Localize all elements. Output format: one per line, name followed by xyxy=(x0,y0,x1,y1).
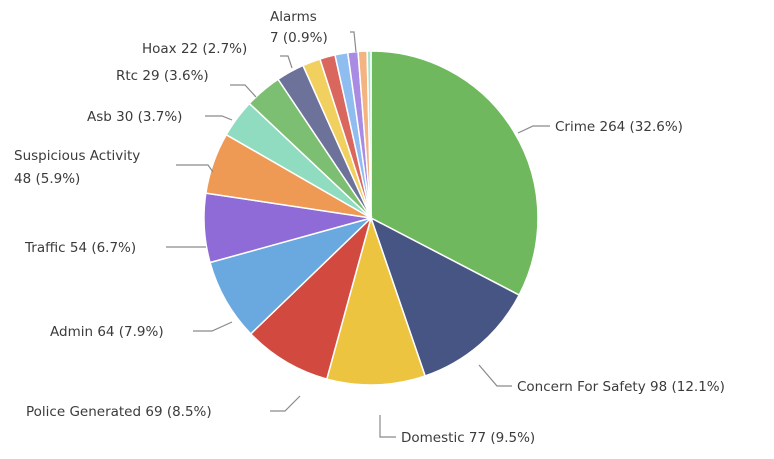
slice-label-alarms-line-1: Alarms xyxy=(270,9,317,25)
slice-label-concern-for-safety: Concern For Safety 98 (12.1%) xyxy=(517,379,725,395)
leader-line-alarms xyxy=(350,31,357,53)
leader-line-admin xyxy=(193,321,233,332)
slice-label-hoax: Hoax 22 (2.7%) xyxy=(142,41,247,57)
leader-line-domestic xyxy=(379,415,396,438)
leader-line-suspicious-activity xyxy=(176,164,214,173)
slice-label-crime: Crime 264 (32.6%) xyxy=(555,119,683,135)
pie-slice-crime[interactable] xyxy=(370,50,539,297)
slice-label-admin: Admin 64 (7.9%) xyxy=(50,324,164,340)
pie-slice-concern-for-safety[interactable] xyxy=(369,216,521,377)
pie-slice-domestic[interactable] xyxy=(325,215,427,386)
leader-line-hoax xyxy=(280,55,293,69)
slice-label-asb: Asb 30 (3.7%) xyxy=(87,109,182,125)
slice-label-police-generated: Police Generated 69 (8.5%) xyxy=(26,404,212,420)
slice-label-suspicious-activity-line-1: Suspicious Activity xyxy=(14,148,140,164)
leader-line-police-generated xyxy=(270,395,301,412)
pie-slice-police-generated[interactable] xyxy=(249,215,373,380)
slice-label-rtc: Rtc 29 (3.6%) xyxy=(116,68,209,84)
pie-slice-unlabeled-15[interactable] xyxy=(366,50,372,219)
leader-line-crime xyxy=(517,125,550,134)
slice-labels: Crime 264 (32.6%) Concern For Safety 98 (… xyxy=(14,9,725,446)
leader-line-rtc xyxy=(230,84,257,98)
slice-label-domestic: Domestic 77 (9.5%) xyxy=(401,430,535,446)
leader-line-concern-for-safety xyxy=(478,364,512,387)
pie-slices xyxy=(203,50,539,386)
slice-label-suspicious-activity-line-2: 48 (5.9%) xyxy=(14,171,80,187)
slice-label-alarms-line-2: 7 (0.9%) xyxy=(270,30,328,46)
leader-lines xyxy=(166,31,550,438)
leader-line-asb xyxy=(205,115,233,121)
slice-label-traffic: Traffic 54 (6.7%) xyxy=(24,240,136,256)
